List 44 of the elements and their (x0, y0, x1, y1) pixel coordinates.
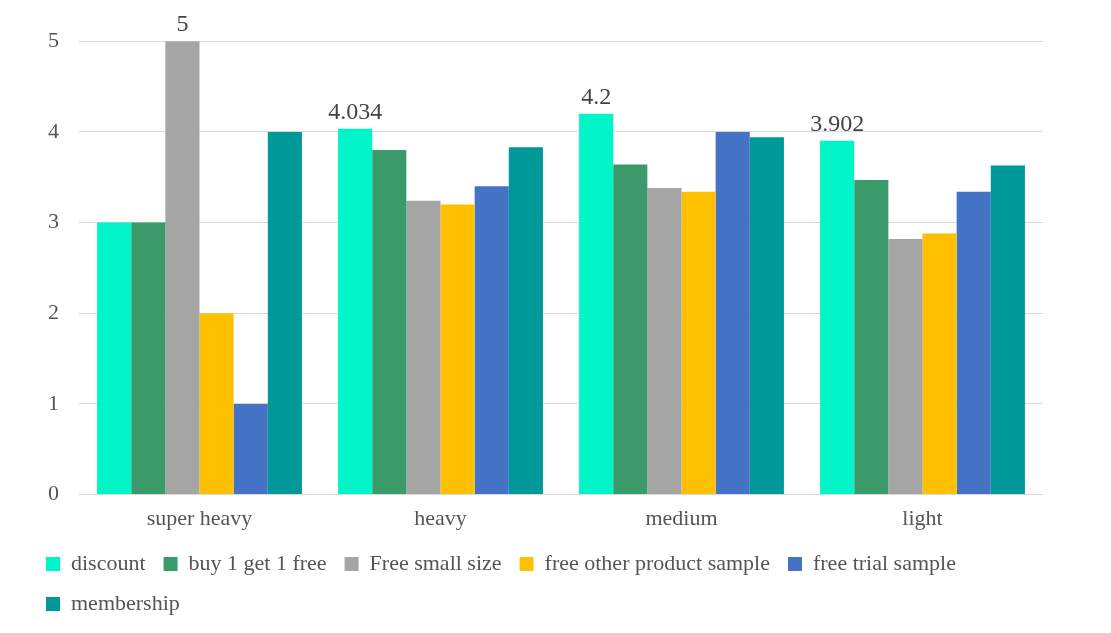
legend-label: discount (71, 549, 146, 575)
bar (647, 188, 682, 495)
bar (956, 191, 991, 495)
legend-label: membership (71, 589, 180, 615)
y-tick-label: 2 (48, 299, 59, 325)
y-tick-label: 0 (48, 480, 59, 506)
legend-label: free trial sample (812, 549, 956, 575)
data-label: 4.2 (581, 83, 612, 110)
legend-label: Free small size (369, 549, 502, 575)
bar (613, 164, 648, 495)
data-label: 5 (176, 10, 189, 37)
bar (681, 191, 716, 495)
x-tick-label: super heavy (146, 504, 253, 530)
y-tick-label: 5 (48, 26, 59, 52)
bar (406, 200, 441, 495)
bar (165, 41, 200, 495)
bar (233, 403, 268, 495)
bar (990, 165, 1025, 495)
y-tick-label: 4 (48, 117, 59, 143)
bar (372, 150, 407, 495)
bar (97, 222, 132, 495)
bar (749, 137, 784, 495)
bar (579, 113, 614, 495)
data-label: 3.902 (810, 110, 865, 137)
bar (338, 128, 373, 495)
x-tick-label: heavy (414, 504, 467, 530)
x-tick-label: medium (645, 504, 718, 530)
bar (508, 147, 543, 495)
bar (922, 233, 957, 495)
bar (267, 131, 302, 495)
bar (131, 222, 166, 495)
bar (888, 238, 923, 495)
data-label: 4.034 (328, 98, 383, 125)
legend-label: buy 1 get 1 free (188, 549, 327, 575)
bar (820, 140, 855, 495)
x-tick-label: light (902, 504, 943, 530)
bar (854, 179, 889, 495)
legend-label: free other product sample (544, 549, 770, 575)
y-tick-label: 3 (48, 208, 59, 234)
bar (474, 186, 509, 495)
bar (440, 204, 475, 495)
bar (715, 131, 750, 495)
y-tick-label: 1 (48, 389, 59, 415)
bar (199, 313, 234, 495)
